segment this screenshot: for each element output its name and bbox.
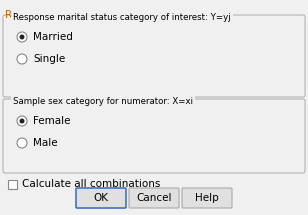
Circle shape [17, 138, 27, 148]
FancyBboxPatch shape [3, 15, 305, 97]
Circle shape [17, 116, 27, 126]
Text: Female: Female [33, 116, 71, 126]
Text: Sample sex category for numerator: X=xi: Sample sex category for numerator: X=xi [13, 97, 193, 106]
FancyBboxPatch shape [76, 188, 126, 208]
FancyBboxPatch shape [3, 99, 305, 173]
Text: Single: Single [33, 54, 65, 64]
FancyBboxPatch shape [182, 188, 232, 208]
Circle shape [19, 118, 25, 123]
Circle shape [17, 54, 27, 64]
Bar [8, 180, 17, 189]
Text: OK: OK [94, 193, 108, 203]
Circle shape [19, 34, 25, 40]
FancyBboxPatch shape [129, 188, 179, 208]
Text: Male: Male [33, 138, 58, 148]
Circle shape [17, 32, 27, 42]
Text: Risk Ratio is P(Y=yj | X=xi) / P(Y=yj | X=xk): Risk Ratio is P(Y=yj | X=xi) / P(Y=yj | … [5, 9, 232, 20]
Text: Calculate all combinations: Calculate all combinations [22, 179, 160, 189]
Text: Help: Help [195, 193, 219, 203]
Text: Cancel: Cancel [136, 193, 172, 203]
Text: Married: Married [33, 32, 73, 42]
Text: Response marital status category of interest: Y=yj: Response marital status category of inte… [13, 12, 231, 22]
